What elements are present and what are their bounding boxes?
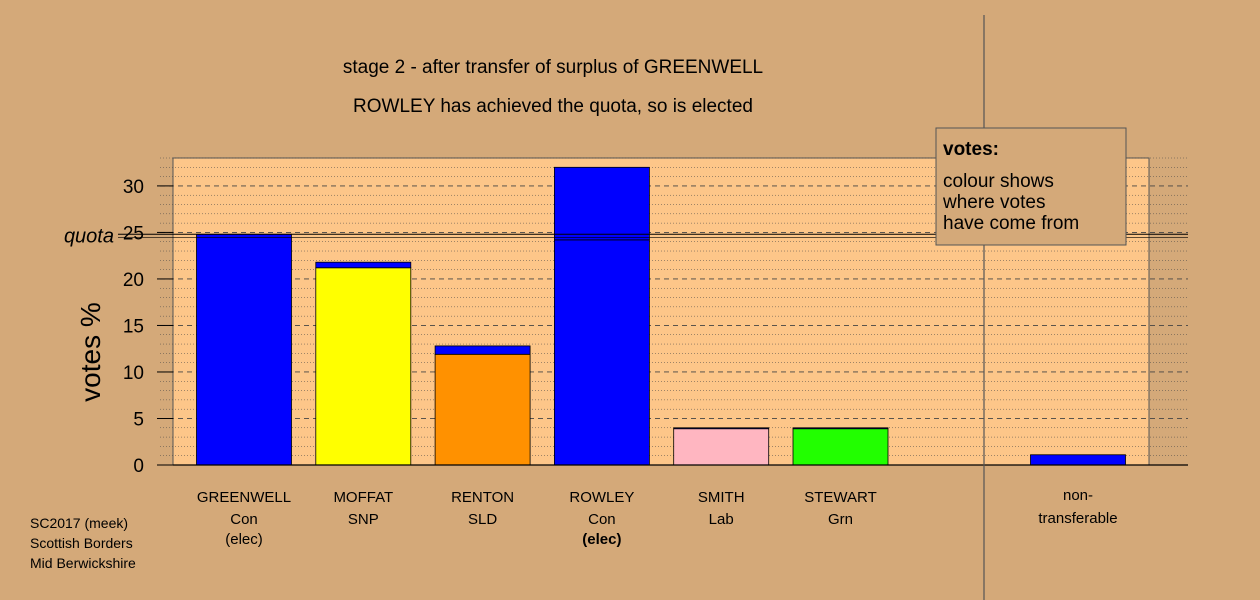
candidate-status: (elec) (225, 531, 263, 548)
legend-line-1: colour shows (943, 171, 1054, 192)
bar-segment-rowley-0 (554, 239, 650, 466)
y-tick-label: 10 (123, 363, 144, 384)
y-axis-label: votes % (75, 302, 106, 402)
nontransferable-label-1: non- (1063, 487, 1093, 504)
candidate-status: (elec) (582, 531, 621, 548)
candidate-name: SMITH (698, 489, 745, 506)
category-labels: GREENWELL Con (elec) MOFFAT SNP RENTON SLD ROWL… (197, 489, 877, 548)
candidate-name: GREENWELL (197, 489, 291, 506)
bar-segment-smith-0 (673, 428, 770, 466)
bar-segment-stewart-0 (792, 428, 889, 466)
y-tick-label: 15 (123, 316, 144, 337)
chart-title: stage 2 - after transfer of surplus of G… (343, 57, 763, 78)
nontransferable-label-2: transferable (1038, 510, 1117, 527)
candidate-name: MOFFAT (333, 489, 393, 506)
bars (196, 166, 1126, 466)
bar-segment-stewart-1 (792, 427, 889, 430)
y-tick-label: 30 (123, 177, 144, 198)
bar-segment-renton-0 (434, 353, 531, 466)
quota-label: quota (64, 225, 114, 247)
y-tick-label: 0 (133, 456, 144, 477)
bar-nontransferable (1030, 454, 1126, 466)
candidate-party: SNP (348, 511, 379, 528)
legend-line-3: have come from (943, 213, 1079, 234)
candidate-party: Con (230, 511, 258, 528)
candidate-name: RENTON (451, 489, 514, 506)
bar-segment-moffat-1 (315, 261, 412, 269)
candidate-party: SLD (468, 511, 497, 528)
legend-line-2: where votes (942, 192, 1045, 213)
bar-segment-smith-1 (673, 427, 770, 430)
legend-box (935, 127, 1127, 246)
candidate-party: Con (588, 511, 616, 528)
legend-title: votes: (943, 139, 999, 160)
footer-line-2: Scottish Borders (30, 535, 133, 551)
candidate-party: Lab (709, 511, 734, 528)
candidate-name: ROWLEY (569, 489, 634, 506)
candidate-name: STEWART (804, 489, 877, 506)
bar-segment-moffat-0 (315, 267, 412, 466)
bar-segment-rowley-1 (554, 166, 650, 241)
footer-line-3: Mid Berwickshire (30, 555, 136, 571)
footer-line-1: SC2017 (meek) (30, 515, 128, 531)
y-tick-label: 20 (123, 270, 144, 291)
bar-segment-greenwell-0 (196, 233, 292, 466)
y-tick-label: 5 (133, 409, 144, 430)
candidate-party: Grn (828, 511, 853, 528)
chart-subtitle: ROWLEY has achieved the quota, so is ele… (353, 96, 753, 117)
bar-segment-renton-1 (434, 345, 531, 355)
